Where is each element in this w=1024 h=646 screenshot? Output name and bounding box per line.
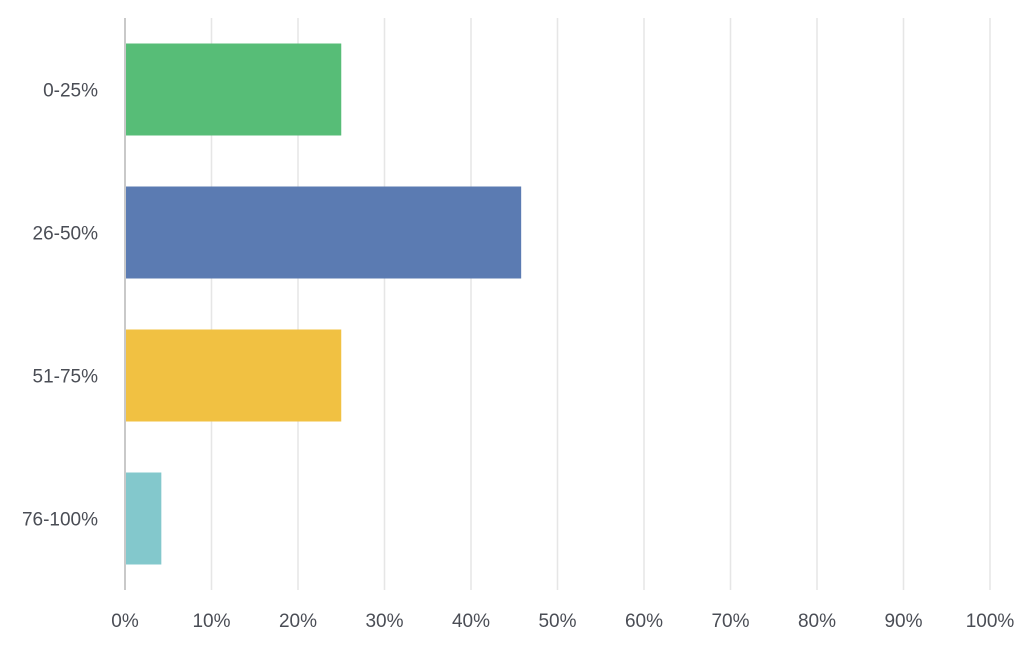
- y-axis-categories: 0-25% 26-50% 51-75% 76-100%: [22, 81, 98, 531]
- bar-51-75%: [125, 329, 342, 422]
- x-tick-label-30: 30%: [365, 611, 403, 632]
- category-label-51-75%: 51-75%: [33, 367, 99, 388]
- category-label-76-100%: 76-100%: [22, 510, 98, 531]
- x-tick-label-90: 90%: [884, 611, 922, 632]
- bar-76-100%: [125, 472, 162, 565]
- x-tick-label-70: 70%: [711, 611, 749, 632]
- x-tick-label-10: 10%: [192, 611, 230, 632]
- x-axis-ticks: 0% 10% 20% 30% 40% 50% 60% 70% 80% 90% 100%: [111, 611, 1014, 632]
- bar-26-50%: [125, 186, 522, 279]
- x-tick-label-100: 100%: [966, 611, 1015, 632]
- bars: [125, 43, 522, 565]
- x-tick-label-20: 20%: [279, 611, 317, 632]
- x-tick-label-60: 60%: [625, 611, 663, 632]
- category-label-26-50%: 26-50%: [33, 224, 99, 245]
- bar-0-25%: [125, 43, 342, 136]
- x-tick-label-50: 50%: [538, 611, 576, 632]
- x-tick-label-40: 40%: [452, 611, 490, 632]
- x-tick-label-80: 80%: [798, 611, 836, 632]
- category-label-0-25%: 0-25%: [43, 81, 98, 102]
- x-tick-label-0: 0%: [111, 611, 139, 632]
